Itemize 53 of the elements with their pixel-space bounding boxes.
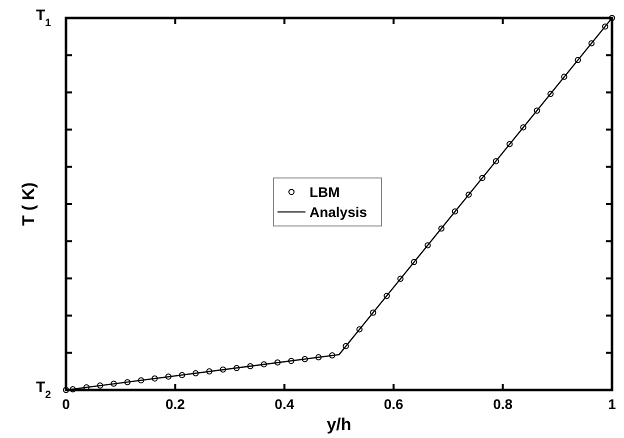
x-tick-label: 0.6 [384, 396, 404, 412]
text: T$_{1}$ [36, 7, 52, 29]
x-axis-title: y/h [326, 415, 352, 434]
point [547, 90, 554, 97]
point [356, 326, 363, 332]
point [288, 358, 294, 364]
x-tick-label: 1 [608, 396, 616, 412]
point [370, 310, 376, 316]
point [152, 375, 158, 382]
point [384, 292, 390, 299]
point [574, 56, 581, 64]
point [479, 174, 486, 182]
point [452, 208, 458, 215]
x-tick-label: 0 [62, 396, 70, 412]
point [110, 380, 117, 387]
point [124, 379, 131, 386]
point [220, 366, 226, 373]
point [274, 359, 281, 366]
point [424, 242, 431, 248]
point [97, 382, 104, 389]
point [506, 141, 513, 148]
point [520, 124, 526, 130]
point [62, 386, 70, 394]
point [138, 377, 144, 384]
point [165, 374, 172, 380]
legend-label: LBM [309, 184, 340, 200]
point [260, 361, 268, 368]
point [588, 40, 595, 46]
point [397, 276, 404, 282]
point [302, 356, 308, 362]
point [192, 370, 199, 376]
point [329, 352, 336, 359]
point [534, 108, 540, 114]
x-tick-label: 0.8 [493, 396, 513, 412]
point [602, 23, 608, 30]
legend-label: Analysis [309, 204, 368, 220]
x-tick-label: 0.4 [274, 396, 294, 412]
point [492, 158, 500, 164]
y-axis-title: T ( K) [19, 182, 38, 226]
point [342, 343, 349, 350]
point [206, 368, 212, 374]
point [438, 225, 444, 232]
point [178, 372, 186, 378]
text: T$_{2}$ [36, 379, 52, 401]
point [410, 258, 418, 266]
point [608, 14, 616, 22]
point [234, 364, 240, 372]
point [315, 354, 322, 360]
point [466, 192, 472, 198]
point [247, 363, 254, 370]
point [70, 386, 76, 392]
point [561, 74, 568, 80]
x-tick-label: 0.2 [165, 396, 186, 412]
